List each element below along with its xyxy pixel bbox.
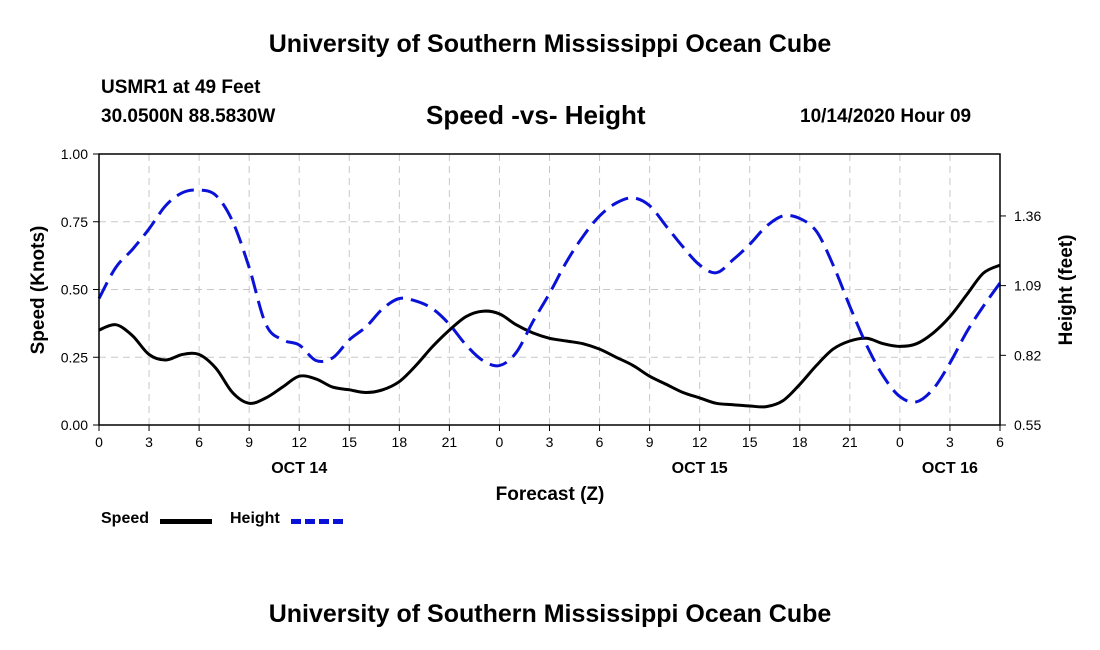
x-tick-label: 12 bbox=[692, 434, 708, 450]
y-axis-title: Speed (Knots) bbox=[28, 226, 49, 355]
y2-tick-label: 1.36 bbox=[1014, 208, 1041, 224]
x-tick-label: 6 bbox=[596, 434, 604, 450]
x-tick-label: 3 bbox=[946, 434, 954, 450]
x-tick-label: 6 bbox=[996, 434, 1004, 450]
x-tick-label: 15 bbox=[341, 434, 357, 450]
x-tick-label: 21 bbox=[442, 434, 458, 450]
x-tick-label: 18 bbox=[392, 434, 408, 450]
x-tick-label: 0 bbox=[95, 434, 103, 450]
legend-speed-label: Speed bbox=[101, 510, 150, 527]
x-tick-label: 0 bbox=[496, 434, 504, 450]
x-tick-label: 3 bbox=[546, 434, 554, 450]
y2-axis-title: Height (feet) bbox=[1056, 235, 1077, 346]
station-label: USMR1 at 49 Feet bbox=[101, 77, 261, 98]
x-axis-title: Forecast (Z) bbox=[496, 484, 605, 505]
y-tick-label: 1.00 bbox=[61, 146, 88, 162]
x-tick-label: 3 bbox=[145, 434, 153, 450]
legend-height-label: Height bbox=[230, 510, 280, 527]
page-title: University of Southern Mississippi Ocean… bbox=[268, 30, 832, 58]
station-coordinates: 30.0500N 88.5830W bbox=[101, 106, 276, 127]
x-day-label: OCT 16 bbox=[922, 460, 978, 477]
chart-title: Speed -vs- Height bbox=[426, 100, 646, 130]
x-tick-label: 18 bbox=[792, 434, 808, 450]
height-series-line bbox=[97, 188, 1002, 404]
chart-grid bbox=[99, 154, 1000, 425]
x-tick-label: 0 bbox=[896, 434, 904, 450]
y-tick-label: 0.50 bbox=[61, 282, 88, 298]
x-tick-label: 9 bbox=[245, 434, 253, 450]
x-tick-label: 21 bbox=[842, 434, 858, 450]
y2-tick-label: 0.55 bbox=[1014, 417, 1041, 433]
x-tick-label: 9 bbox=[646, 434, 654, 450]
legend-speed-swatch bbox=[160, 519, 212, 524]
legend-height-swatch bbox=[291, 519, 343, 524]
x-tick-label: 6 bbox=[195, 434, 203, 450]
x-tick-label: 15 bbox=[742, 434, 758, 450]
y2-tick-label: 1.09 bbox=[1014, 278, 1041, 294]
y2-tick-label: 0.82 bbox=[1014, 347, 1041, 363]
y-tick-label: 0.25 bbox=[61, 349, 88, 365]
chart-ticks: 0 3 6 9 12 15 18 21 0 3 6 9 12 15 18 21 0 3 6 0.00 0.25 0.50 0… bbox=[61, 146, 1042, 477]
speed-series-line bbox=[98, 263, 1001, 409]
x-day-label: OCT 15 bbox=[672, 460, 728, 477]
forecast-datetime: 10/14/2020 Hour 09 bbox=[800, 106, 972, 127]
x-tick-label: 12 bbox=[291, 434, 307, 450]
y-tick-label: 0.75 bbox=[61, 214, 88, 230]
chart-series bbox=[97, 188, 1002, 409]
y-tick-label: 0.00 bbox=[61, 417, 88, 433]
x-day-label: OCT 14 bbox=[271, 460, 327, 477]
footer-title: University of Southern Mississippi Ocean… bbox=[268, 600, 832, 628]
